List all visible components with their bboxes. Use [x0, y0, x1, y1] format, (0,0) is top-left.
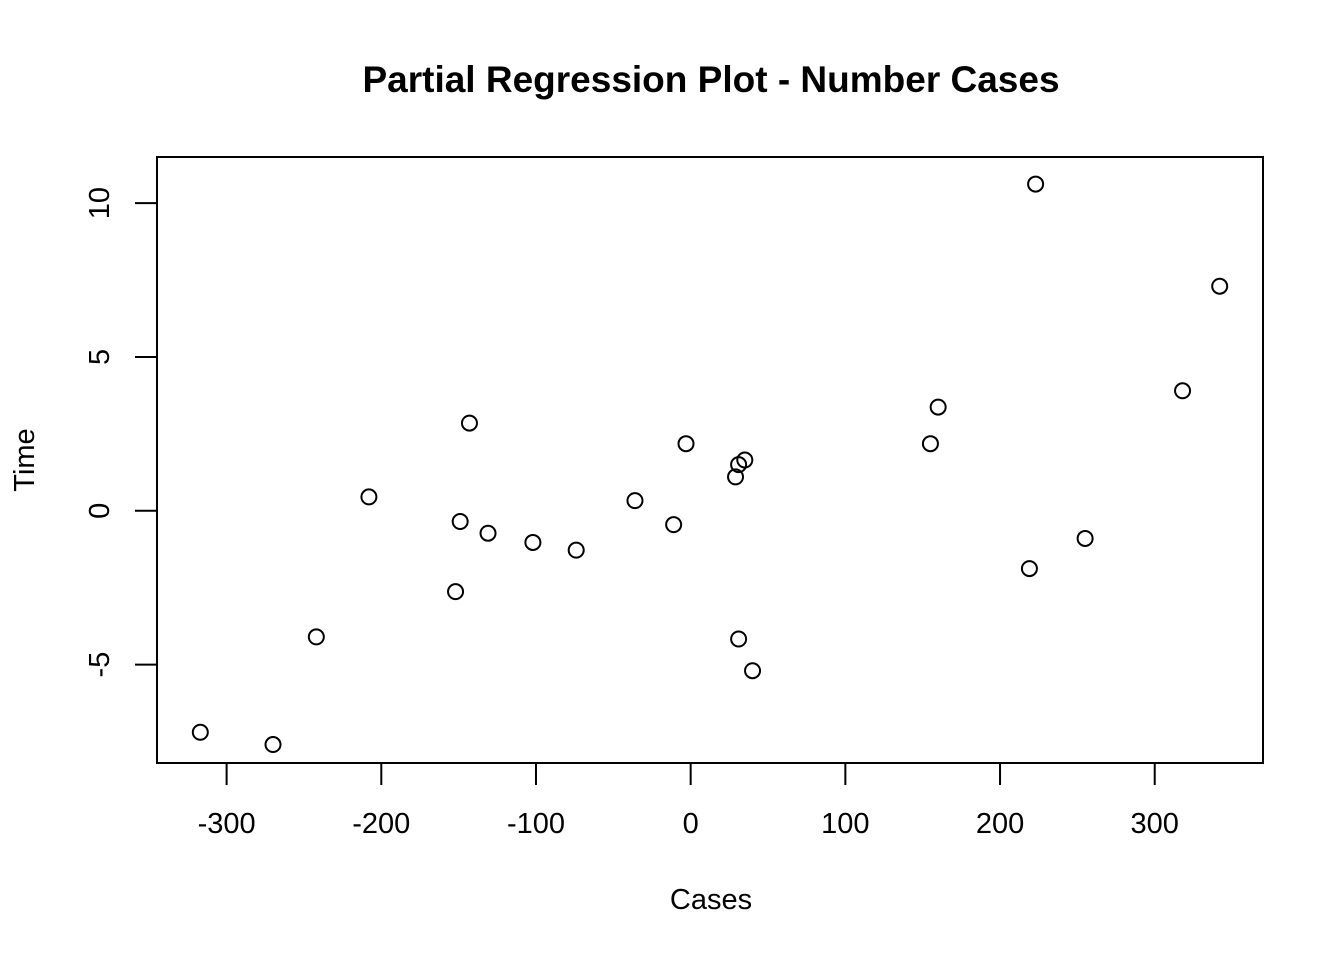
y-tick-label: 0 — [84, 503, 116, 519]
data-point — [929, 398, 947, 416]
y-tick-label: 5 — [84, 349, 116, 365]
data-points — [191, 175, 1229, 754]
x-tick-label: 100 — [821, 808, 869, 840]
data-point — [479, 524, 497, 542]
data-point — [1174, 382, 1192, 400]
data-point — [307, 628, 325, 646]
data-point — [1076, 529, 1094, 547]
data-point — [921, 435, 939, 453]
x-axis: -300 -200 -100 0 100 200 300 — [198, 762, 1179, 840]
data-point — [360, 488, 378, 506]
y-tick-label: 10 — [84, 187, 116, 219]
x-tick-label: 200 — [976, 808, 1024, 840]
data-point — [665, 516, 683, 534]
data-point — [744, 662, 762, 680]
data-point — [460, 414, 478, 432]
x-tick-label: -200 — [352, 808, 410, 840]
y-tick-label: -5 — [84, 652, 116, 678]
data-point — [451, 513, 469, 531]
x-tick-label: -300 — [198, 808, 256, 840]
x-tick-label: 300 — [1131, 808, 1179, 840]
data-point — [191, 723, 209, 741]
data-point — [567, 541, 585, 559]
x-axis-title: Cases — [670, 884, 752, 916]
data-point — [524, 533, 542, 551]
x-tick-label: -100 — [507, 808, 565, 840]
data-point — [447, 583, 465, 601]
plot-frame — [156, 156, 1264, 764]
data-point — [264, 736, 282, 754]
y-axis: -5 0 5 10 — [84, 187, 158, 678]
chart-title: Partial Regression Plot - Number Cases — [362, 59, 1059, 100]
data-point — [1020, 560, 1038, 578]
data-point — [727, 468, 745, 486]
data-point — [730, 630, 748, 648]
x-tick-label: 0 — [683, 808, 699, 840]
data-point — [626, 492, 644, 510]
data-point — [677, 435, 695, 453]
data-point — [736, 451, 754, 469]
y-axis-title: Time — [9, 428, 41, 491]
data-point — [1027, 175, 1045, 193]
data-point — [1211, 277, 1229, 295]
